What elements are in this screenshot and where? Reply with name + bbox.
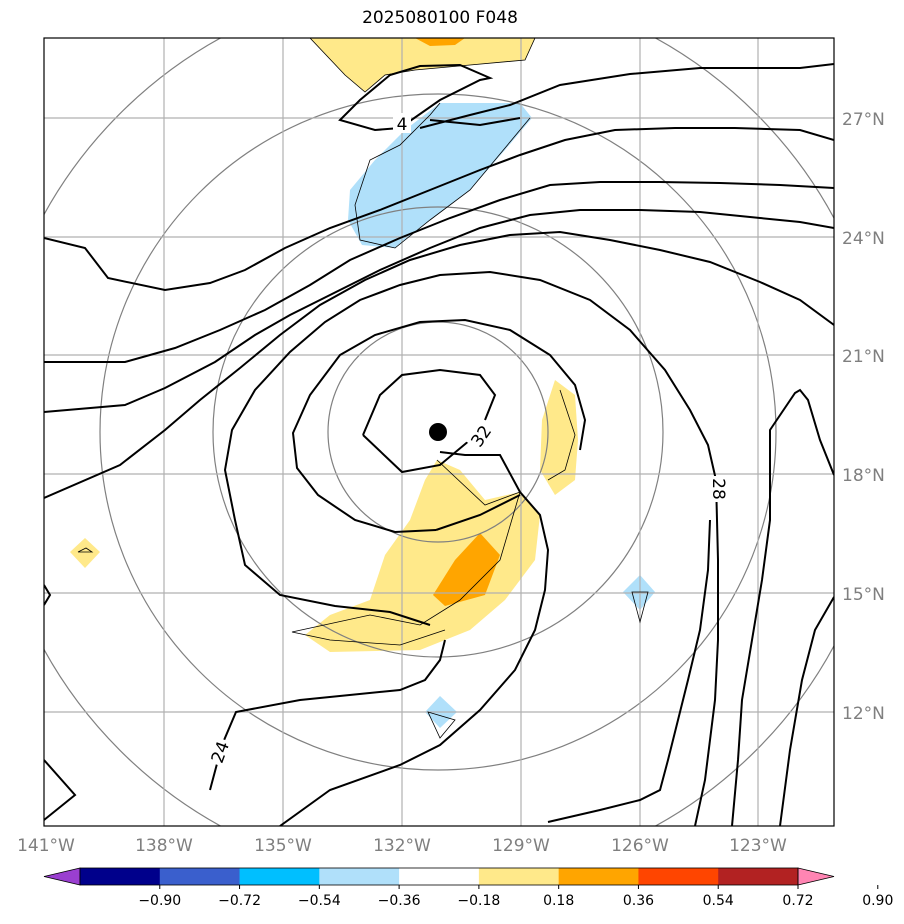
colorbar-tick-label: −0.36 [378, 893, 421, 909]
colorbar-frame [79, 867, 799, 886]
lat-label-12n: 12°N [842, 704, 885, 724]
colorbar-segment [638, 868, 719, 885]
colorbar-segment [319, 868, 400, 885]
colorbar-tick-label: −0.90 [138, 893, 181, 909]
lon-label-135w: 135°W [254, 836, 312, 856]
map-area [44, 38, 834, 826]
contour-label-4: 4 [397, 115, 408, 135]
contour-label-32: 32 [467, 422, 496, 451]
map-title: 2025080100 F048 [362, 8, 518, 28]
lon-label-126w: 126°W [611, 836, 669, 856]
colorbar-tick-label: 0.72 [782, 893, 813, 909]
lon-label-132w: 132°W [373, 836, 431, 856]
colorbar-segment [80, 868, 161, 885]
gridlines [44, 38, 834, 826]
lat-label-18n: 18°N [842, 466, 885, 486]
colorbar-tick-label: −0.54 [298, 893, 341, 909]
lat-label-15n: 15°N [842, 585, 885, 605]
lon-label-123w: 123°W [729, 836, 787, 856]
storm-center-marker [429, 423, 447, 441]
lat-label-24n: 24°N [842, 229, 885, 249]
colorbar-segment [558, 868, 639, 885]
colorbar-segment [399, 868, 480, 885]
latitude-labels: 27°N 24°N 21°N 18°N 15°N 12°N [842, 110, 885, 724]
colorbar-tick-label: 0.54 [703, 893, 734, 909]
colorbar-extend-high [797, 867, 835, 886]
shading-layer [70, 38, 655, 728]
lat-label-21n: 21°N [842, 347, 885, 367]
colorbar-tick-label: 0.18 [543, 893, 574, 909]
colorbar-extend-low [43, 867, 81, 886]
contour-label-28: 28 [708, 478, 728, 500]
colorbar-tick-label: 0.36 [623, 893, 654, 909]
lon-label-141w: 141°W [17, 836, 75, 856]
colorbar-tick-label: −0.18 [457, 893, 500, 909]
lon-label-138w: 138°W [135, 836, 193, 856]
contours [44, 63, 834, 826]
colorbar-tick-label: 0.90 [862, 893, 893, 909]
colorbar-segment [478, 868, 560, 885]
longitude-labels: 141°W 138°W 135°W 132°W 129°W 126°W 123°… [17, 836, 787, 856]
colorbar-segment [239, 868, 320, 885]
map-frame [43, 37, 835, 827]
lon-label-129w: 129°W [492, 836, 550, 856]
colorbar-segment [159, 868, 241, 885]
lat-label-27n: 27°N [842, 110, 885, 130]
colorbar-tick-label: −0.72 [218, 893, 261, 909]
colorbar-segment [718, 868, 799, 885]
colorbar: −0.90 −0.72 −0.54 −0.36 −0.18 0.18 0.36 0.54 0.7… [43, 867, 893, 909]
